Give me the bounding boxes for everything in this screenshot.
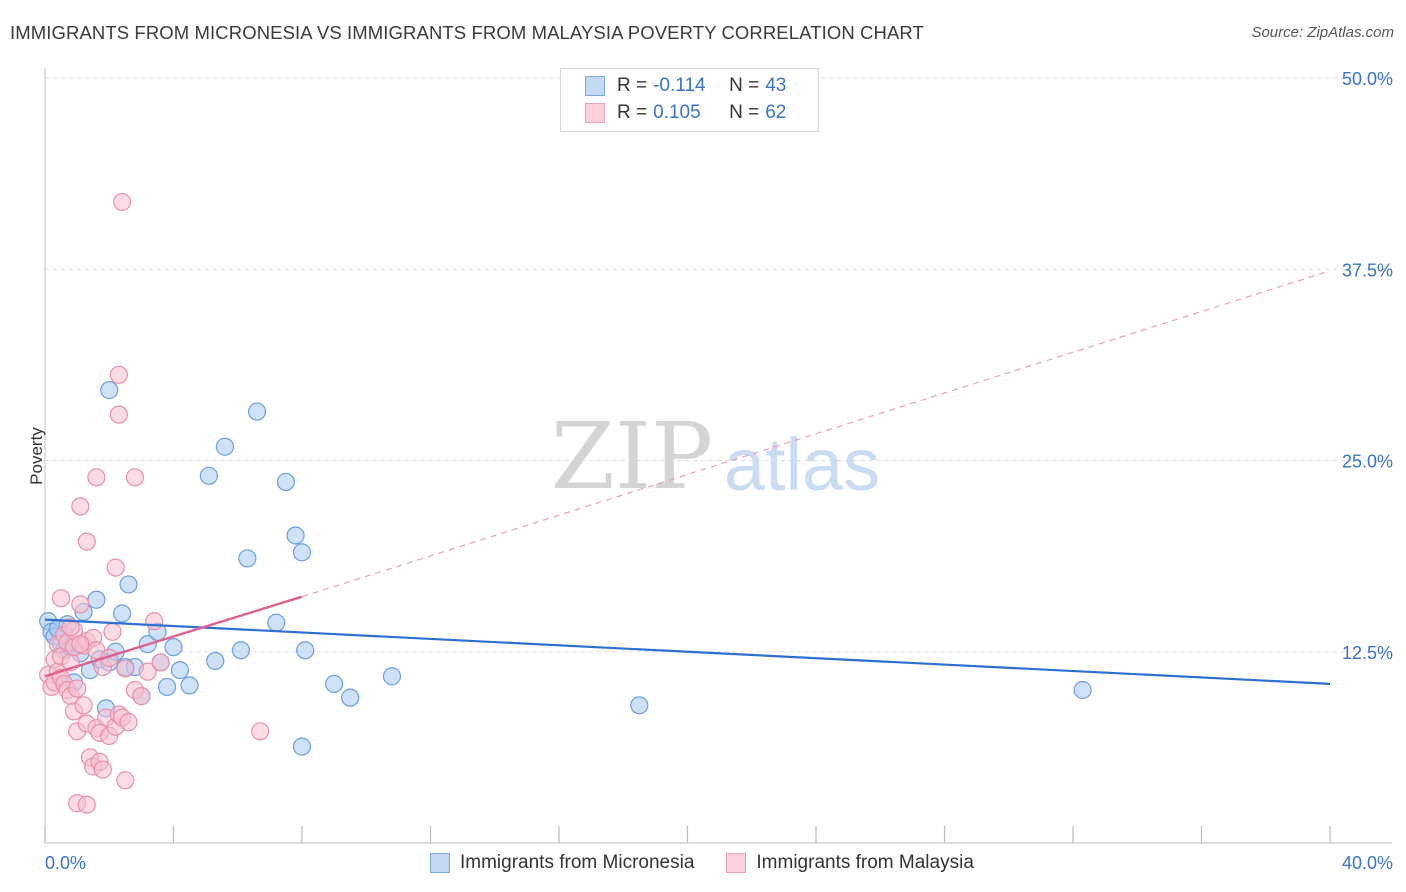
- point-malaysia: [132, 687, 151, 706]
- series-name-micronesia: Immigrants from Micronesia: [460, 852, 695, 873]
- r-value-malaysia: 0.105: [653, 102, 701, 123]
- point-malaysia: [251, 722, 270, 741]
- legend-row-malaysia: R = 0.105 N = 62: [585, 100, 786, 126]
- chart-title: IMMIGRANTS FROM MICRONESIA VS IMMIGRANTS…: [10, 22, 924, 43]
- trend-line-malaysia: [44, 595, 303, 678]
- point-micronesia: [276, 472, 296, 492]
- correlation-legend: R = -0.114 N = 43 R = 0.105 N = 62: [560, 68, 819, 132]
- point-micronesia: [164, 638, 183, 657]
- point-micronesia: [215, 437, 234, 456]
- trend-line-micronesia: [44, 618, 1331, 685]
- watermark-zip: ZIP: [551, 403, 713, 510]
- point-micronesia: [341, 688, 360, 707]
- series-name-malaysia: Immigrants from Malaysia: [756, 852, 974, 873]
- series-swatch-malaysia: [726, 853, 747, 873]
- point-micronesia: [247, 402, 267, 421]
- point-micronesia: [87, 590, 106, 609]
- point-malaysia: [77, 795, 96, 814]
- point-micronesia: [382, 667, 402, 686]
- source-label: Source: ZipAtlas.com: [1251, 24, 1394, 41]
- point-micronesia: [286, 526, 305, 545]
- point-malaysia: [151, 653, 170, 672]
- point-malaysia: [109, 405, 128, 424]
- point-micronesia: [180, 676, 199, 695]
- tick-labels: 12.5% 25.0% 37.5% 50.0% 0.0% 40.0%: [45, 69, 1393, 873]
- n-label: N =: [729, 75, 760, 96]
- point-malaysia: [106, 558, 125, 577]
- axes: [44, 68, 1392, 844]
- x-tick-label-max: 40.0%: [1342, 853, 1393, 873]
- y-axis-title: Poverty: [26, 427, 46, 485]
- point-malaysia: [87, 468, 106, 487]
- trend-extension-malaysia: [301, 270, 1331, 598]
- point-micronesia: [238, 549, 257, 568]
- point-malaysia: [109, 365, 128, 384]
- x-tick-label-min: 0.0%: [45, 853, 86, 873]
- point-malaysia: [125, 468, 145, 487]
- point-malaysia: [68, 679, 87, 698]
- point-micronesia: [206, 651, 225, 671]
- point-malaysia: [103, 622, 122, 641]
- point-malaysia: [116, 771, 135, 790]
- data-points: [39, 192, 1092, 814]
- point-micronesia: [292, 543, 312, 562]
- y-tick-label: 12.5%: [1342, 643, 1393, 663]
- legend-row-micronesia: R = -0.114 N = 43: [585, 73, 786, 99]
- series-legend: Immigrants from Micronesia Immigrants fr…: [430, 852, 1006, 874]
- trend-lines: [44, 270, 1331, 685]
- point-malaysia: [71, 497, 90, 516]
- point-malaysia: [77, 532, 96, 551]
- series-swatch-micronesia: [430, 853, 450, 873]
- series-legend-micronesia[interactable]: Immigrants from Micronesia: [430, 852, 694, 874]
- point-micronesia: [199, 466, 218, 485]
- watermark-atlas: atlas: [724, 423, 880, 506]
- r-label: R =: [617, 102, 648, 123]
- point-micronesia: [100, 381, 119, 400]
- point-malaysia: [51, 589, 71, 608]
- y-tick-label: 25.0%: [1342, 452, 1393, 472]
- legend-swatch-malaysia: [585, 103, 605, 123]
- point-malaysia: [119, 713, 138, 732]
- point-micronesia: [157, 677, 177, 697]
- r-value-micronesia: -0.114: [653, 75, 706, 96]
- y-tick-label: 37.5%: [1342, 260, 1393, 280]
- point-micronesia: [231, 641, 251, 660]
- point-micronesia: [1073, 680, 1092, 700]
- n-value-malaysia: 62: [765, 102, 787, 123]
- n-label: N =: [729, 102, 760, 123]
- series-legend-malaysia[interactable]: Immigrants from Malaysia: [726, 852, 974, 874]
- point-malaysia: [74, 696, 93, 715]
- point-micronesia: [267, 613, 286, 632]
- point-malaysia: [71, 595, 90, 614]
- legend-swatch-micronesia: [585, 76, 605, 96]
- point-micronesia: [630, 696, 649, 715]
- n-value-micronesia: 43: [765, 75, 787, 96]
- watermark: ZIP atlas: [551, 403, 880, 510]
- point-malaysia: [112, 192, 132, 212]
- y-tick-label: 50.0%: [1342, 69, 1393, 89]
- point-malaysia: [145, 612, 164, 631]
- point-micronesia: [296, 641, 315, 660]
- point-malaysia: [61, 618, 80, 637]
- point-malaysia: [138, 662, 157, 681]
- point-micronesia: [170, 661, 190, 680]
- point-malaysia: [93, 760, 112, 779]
- point-malaysia: [71, 634, 90, 654]
- point-malaysia: [116, 659, 135, 678]
- r-label: R =: [617, 75, 648, 96]
- point-micronesia: [292, 737, 312, 756]
- point-micronesia: [112, 604, 132, 623]
- point-micronesia: [325, 674, 344, 693]
- point-micronesia: [119, 575, 138, 594]
